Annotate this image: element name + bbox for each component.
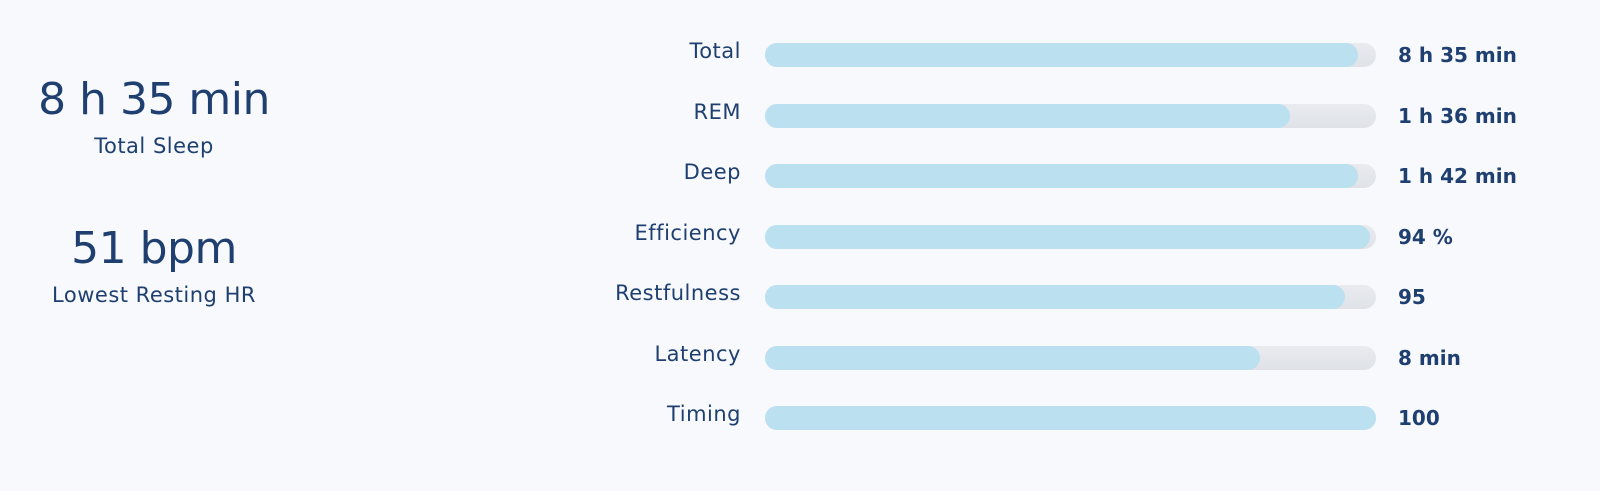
bar-fill — [765, 345, 1260, 370]
bar-fill — [765, 224, 1370, 249]
contributor-label: Timing — [667, 402, 741, 426]
bar-track — [765, 345, 1376, 370]
contributor-label: REM — [693, 99, 741, 124]
bar-track — [765, 285, 1376, 309]
stat-value: 8 h 35 min — [38, 74, 270, 125]
bar-fill — [765, 406, 1376, 430]
bar-track — [765, 406, 1376, 430]
bar-fill — [765, 103, 1291, 128]
contributor-value: 1 h 36 min — [1398, 103, 1517, 128]
contributor-label: Total — [689, 39, 741, 63]
contributor-value: 1 h 42 min — [1398, 164, 1517, 188]
contributor-label: Latency — [654, 341, 741, 366]
stat-label: Total Sleep — [94, 134, 214, 158]
bar-fill — [765, 164, 1358, 188]
contributor-label: Efficiency — [634, 220, 741, 245]
contributor-value: 8 h 35 min — [1398, 43, 1517, 67]
contributor-value: 8 min — [1398, 345, 1461, 370]
bar-fill — [765, 285, 1346, 309]
bar-track — [765, 164, 1376, 188]
contributor-value: 100 — [1398, 406, 1440, 430]
contributor-label: Restfulness — [615, 281, 741, 305]
stat-label: Lowest Resting HR — [52, 283, 256, 307]
bar-track — [765, 43, 1376, 67]
contributor-label: Deep — [683, 160, 741, 184]
bar-track — [765, 103, 1376, 128]
stat-value: 51 bpm — [71, 223, 237, 274]
bar-fill — [765, 43, 1358, 67]
contributor-value: 94 % — [1398, 224, 1453, 249]
contributor-value: 95 — [1398, 285, 1426, 309]
bar-track — [765, 224, 1376, 249]
